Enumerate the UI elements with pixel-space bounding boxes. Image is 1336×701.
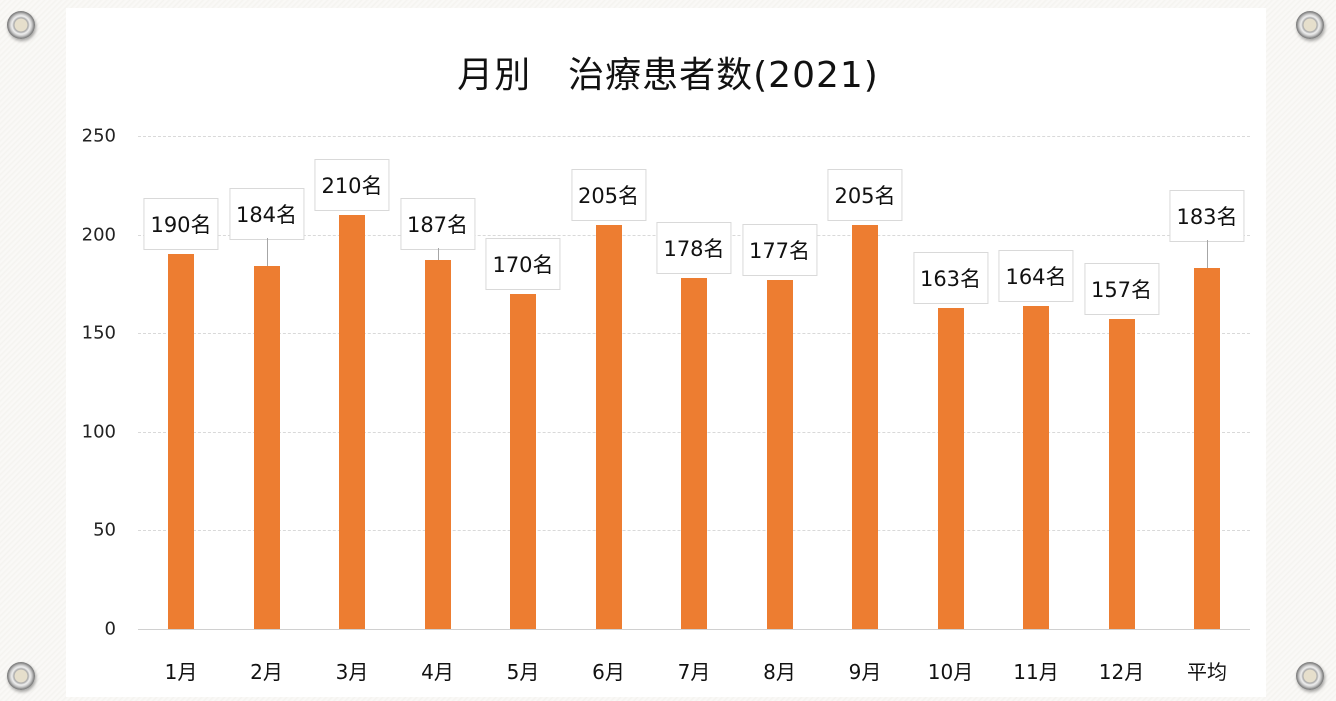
data-label: 184名 (228, 188, 305, 241)
data-label: 205名 (570, 168, 647, 221)
data-label: 205名 (827, 168, 903, 221)
x-tick-label: 4月 (421, 660, 454, 684)
bar-8[interactable] (766, 279, 793, 629)
y-tick-label: 0 (104, 618, 116, 640)
y-tick-label: 50 (93, 519, 116, 541)
data-label: 210名 (314, 158, 390, 211)
chart-panel (66, 8, 1266, 697)
gridline (138, 136, 1250, 137)
chart-title: 月別 治療患者数(2021) (457, 55, 879, 96)
bar-4[interactable] (424, 260, 451, 629)
bar-10[interactable] (937, 307, 964, 629)
data-label: 187名 (399, 198, 476, 251)
data-label: 183名 (1169, 190, 1245, 243)
y-tick-label: 100 (81, 421, 116, 443)
data-label: 164名 (998, 249, 1074, 302)
bar-7[interactable] (681, 277, 707, 629)
x-tick-label: 平均 (1187, 660, 1227, 684)
x-tick-label: 8月 (763, 660, 796, 684)
x-tick-label: 9月 (848, 660, 882, 684)
x-tick-label: 1月 (164, 660, 198, 684)
x-tick-label: 5月 (506, 660, 540, 684)
bar-13[interactable] (1194, 268, 1220, 629)
grommet-top-left-icon (7, 11, 35, 39)
y-tick-label: 150 (81, 322, 116, 344)
bar-5[interactable] (510, 293, 536, 629)
data-label: 170名 (485, 237, 561, 290)
leader-line (437, 248, 439, 261)
bar-12[interactable] (1108, 319, 1135, 629)
data-label: 157名 (1083, 263, 1160, 316)
y-tick-label: 200 (81, 224, 116, 246)
x-tick-label: 11月 (1013, 660, 1059, 684)
bar-6[interactable] (595, 224, 622, 629)
data-label: 190名 (143, 198, 219, 251)
leader-line (266, 238, 268, 267)
x-tick-label: 2月 (250, 660, 283, 684)
leader-line (1207, 240, 1208, 269)
x-axis-line (138, 629, 1250, 630)
x-tick-label: 12月 (1098, 660, 1145, 684)
bar-9[interactable] (852, 224, 878, 629)
grommet-top-right-icon (1296, 11, 1324, 39)
y-tick-label: 250 (81, 125, 116, 147)
x-tick-label: 7月 (677, 660, 711, 684)
grommet-bottom-right-icon (1296, 662, 1324, 690)
x-tick-label: 6月 (592, 660, 625, 684)
data-label: 178名 (656, 221, 732, 274)
bar-3[interactable] (339, 214, 365, 629)
x-tick-label: 3月 (335, 660, 369, 684)
grommet-bottom-left-icon (7, 662, 35, 690)
bar-1[interactable] (168, 254, 194, 629)
bar-11[interactable] (1023, 305, 1049, 629)
bar-2[interactable] (253, 266, 280, 629)
data-label: 163名 (912, 251, 989, 304)
data-label: 177名 (741, 223, 818, 276)
x-tick-label: 10月 (927, 660, 974, 684)
